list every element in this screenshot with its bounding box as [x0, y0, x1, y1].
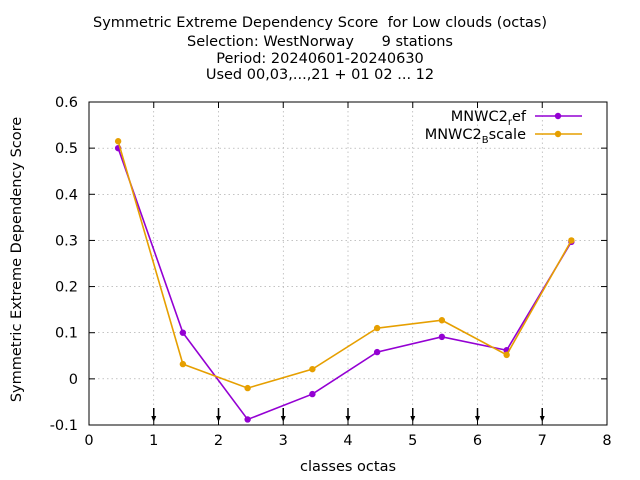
threshold-marker-arrow	[539, 416, 545, 422]
chart-title-line-3: Period: 20240601-20240630	[216, 51, 424, 67]
grid	[89, 102, 607, 425]
x-axis-label: classes octas	[300, 459, 396, 475]
data-point	[438, 333, 446, 341]
x-tick-label: 8	[602, 433, 611, 449]
y-tick-label: 0.3	[55, 233, 78, 249]
data-point	[503, 351, 510, 359]
threshold-marker-arrow	[475, 416, 480, 422]
chart-title-line-2: Selection: WestNorway 9 stations	[187, 34, 453, 50]
data-point	[244, 416, 251, 423]
threshold-marker-arrow	[410, 416, 416, 422]
data-point	[244, 384, 251, 392]
x-tick-label: 6	[473, 433, 482, 449]
x-tick-label: 2	[214, 433, 223, 449]
y-tick-label: 0.1	[55, 326, 78, 342]
y-tick-label: 0.6	[55, 95, 78, 111]
y-tick-label: 0.5	[55, 141, 78, 157]
data-point	[179, 360, 187, 368]
data-point	[309, 390, 316, 398]
legend-label: MNWC2Bscale	[425, 127, 526, 146]
data-point	[568, 237, 575, 244]
x-tick-label: 7	[538, 433, 547, 449]
threshold-markers	[151, 408, 545, 422]
y-tick-label: 0.2	[55, 280, 78, 296]
chart-title-line-1: Symmetric Extreme Dependency Score for L…	[93, 15, 547, 31]
y-axis-label: Symmetric Extreme Dependency Score	[9, 117, 25, 402]
chart-title-line-4: Used 00,03,...,21 + 01 02 ... 12	[205, 67, 435, 83]
data-point	[309, 365, 316, 373]
legend-swatch-point	[554, 112, 562, 120]
x-tick-label: 3	[279, 433, 288, 449]
threshold-marker-arrow	[216, 416, 221, 422]
series-group	[114, 138, 575, 423]
series-line-2	[117, 140, 573, 389]
data-point	[438, 317, 446, 324]
series-line-1	[117, 147, 573, 421]
x-tick-label: 0	[84, 433, 93, 449]
x-tick-label: 5	[408, 433, 417, 449]
data-point	[373, 324, 381, 332]
threshold-marker-arrow	[151, 416, 157, 422]
x-tick-label: 4	[343, 433, 352, 449]
legend-swatch-point	[554, 130, 562, 138]
y-tick-label: -0.1	[50, 418, 78, 434]
legend-label: MNWC2ref	[451, 109, 527, 128]
axis-ticks: 0 1 2 3 4 5 6 7 8 -0.1 0 0.1 0.2 0.3 0.4 0.5 0.6	[50, 95, 612, 449]
x-tick-label: 1	[149, 433, 158, 449]
threshold-marker-arrow	[280, 416, 286, 422]
y-tick-label: 0	[69, 372, 78, 388]
data-point	[373, 348, 381, 356]
threshold-marker-arrow	[345, 416, 351, 422]
data-point	[114, 138, 122, 145]
y-tick-label: 0.4	[55, 187, 78, 203]
data-point	[179, 329, 187, 336]
